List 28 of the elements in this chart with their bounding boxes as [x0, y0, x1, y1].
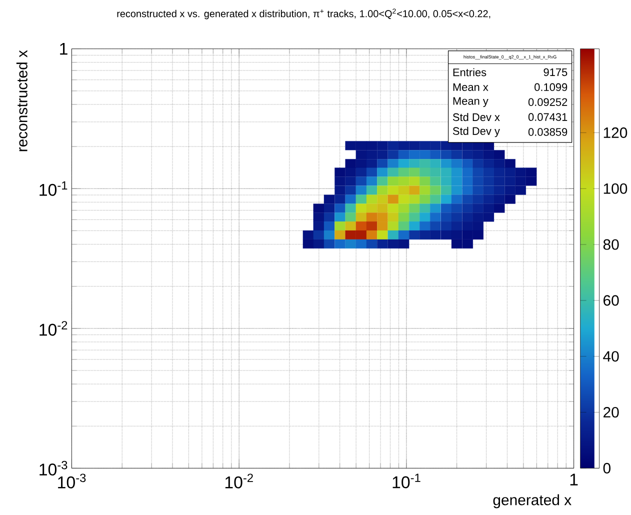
- chart-title: reconstructed x vs. generated x distribution, π$^{+}$ tracks, 1.00<Q$^{2}$<10.00, 0.05<x<0.22,: [117, 8, 490, 20]
- color-bar-label: 120: [604, 127, 628, 138]
- annotation: 0.07431: [528, 113, 568, 121]
- y-tick-label: 1: [60, 42, 68, 55]
- annotation: Std Dev y: [452, 126, 500, 138]
- y-tick-label: 10$^{-1}$: [40, 181, 68, 196]
- x-tick-label: 1: [570, 474, 578, 486]
- annotation: 0.1099: [534, 83, 568, 92]
- annotation: Mean y: [453, 97, 488, 108]
- annotation: Entries: [453, 68, 486, 76]
- y-tick-label: 10$^{-3}$: [40, 460, 68, 476]
- x-axis-title: generated x: [493, 494, 572, 508]
- x-tick-label: 10$^{-1}$: [392, 474, 420, 488]
- annotation: 0.03859: [528, 128, 568, 136]
- annotation: 0.09252: [528, 98, 568, 106]
- x-tick-label: 10$^{-2}$: [225, 474, 253, 488]
- color-bar-label: 100: [604, 183, 628, 194]
- color-bar-label: 60: [604, 295, 619, 306]
- x-tick-label: 10$^{-3}$: [58, 474, 86, 488]
- annotation: Mean x: [453, 83, 488, 91]
- color-bar-label: 0: [603, 462, 610, 474]
- color-bar-label: 20: [604, 406, 619, 418]
- annotation: 9175: [544, 68, 568, 76]
- color-bar-label: 80: [603, 239, 619, 250]
- y-axis-title: reconstructed x: [16, 50, 28, 152]
- y-tick-label: 10$^{-2}$: [40, 321, 68, 336]
- color-bar-label: 40: [603, 351, 619, 362]
- annotation: Std Dev x: [452, 113, 500, 122]
